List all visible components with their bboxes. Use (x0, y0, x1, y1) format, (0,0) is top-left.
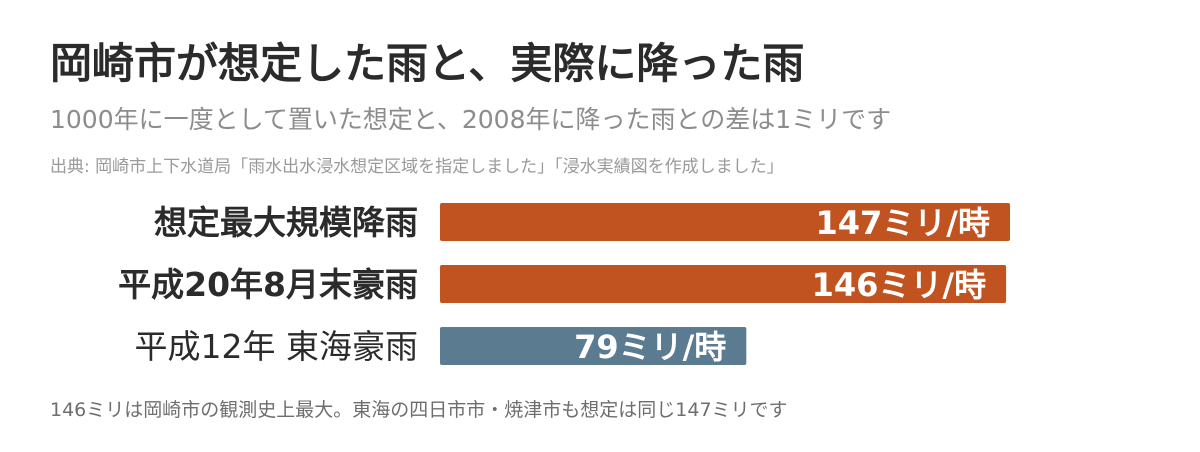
footnote: 146ミリは岡崎市の観測史上最大。東海の四日市市・焼津市も想定は同じ147ミリで… (50, 399, 788, 421)
bar-value-label: 146ミリ/時 (812, 266, 987, 304)
bar (440, 203, 1010, 241)
category-label: 想定最大規模降雨 (154, 203, 418, 242)
bar-value-label: 147ミリ/時 (816, 204, 991, 242)
category-label: 平成12年 東海豪雨 (135, 327, 418, 366)
bar (440, 327, 747, 365)
source-note: 出典: 岡崎市上下水道局「雨水出水浸水想定区域を指定しました」「浸水実績図を作成… (50, 157, 784, 177)
chart-subtitle: 1000年に一度として置いた想定と、2008年に降った雨との差は1ミリです (50, 105, 892, 134)
bar (440, 265, 1007, 303)
bar-value-label: 79ミリ/時 (574, 328, 726, 366)
chart-title: 岡崎市が想定した雨と、実際に降った雨 (50, 39, 805, 88)
category-label: 平成20年8月末豪雨 (118, 265, 418, 304)
